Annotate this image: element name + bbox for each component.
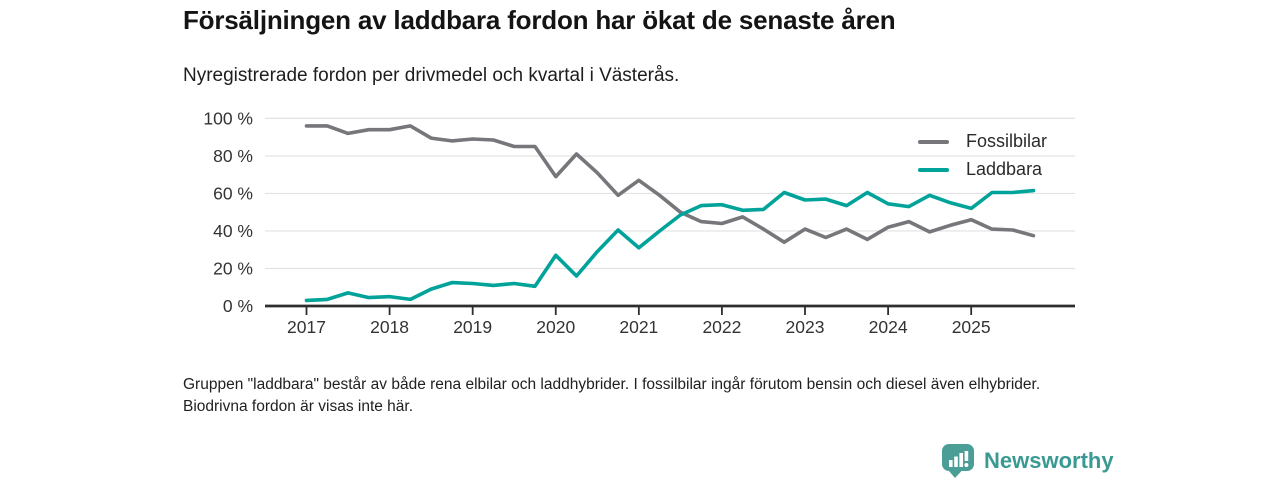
legend-label: Fossilbilar: [966, 131, 1048, 151]
newsworthy-chart-bubble-icon: [942, 444, 974, 478]
chart-legend: Fossilbilar Laddbara: [918, 131, 1048, 179]
legend-line-swatch-teal: [918, 167, 949, 172]
chart-subtitle: Nyregistrerade fordon per drivmedel och …: [183, 65, 680, 86]
y-tick-label: 100 %: [203, 108, 253, 128]
x-tick-label: 2025: [952, 317, 991, 337]
brand-logo: Newsworthy: [941, 443, 1114, 478]
x-tick-label: 2018: [370, 317, 409, 337]
y-tick-label: 60 %: [213, 183, 253, 203]
y-tick-label: 20 %: [213, 258, 253, 278]
legend-line-swatch-gray: [918, 139, 949, 144]
x-tick-label: 2023: [786, 317, 825, 337]
legend-item-fossilbilar: Fossilbilar: [918, 131, 1048, 151]
x-tick-label: 2019: [453, 317, 492, 337]
y-tick-label: 0 %: [223, 296, 253, 316]
footnote: Gruppen "laddbara" består av både rena e…: [183, 376, 1041, 415]
x-tick-label: 2021: [619, 317, 658, 337]
legend-label: Laddbara: [966, 159, 1043, 179]
legend-item-laddbara: Laddbara: [918, 159, 1047, 179]
x-tick-label: 2024: [869, 317, 908, 337]
series-line-laddbara: [304, 188, 1036, 303]
y-tick-label: 80 %: [213, 146, 253, 166]
x-tick-label: 2020: [536, 317, 575, 337]
x-tick-label: 2017: [287, 317, 326, 337]
y-tick-label: 40 %: [213, 221, 253, 241]
brand-name: Newsworthy: [984, 447, 1114, 473]
x-tick-label: 2022: [702, 317, 741, 337]
page-title: Försäljningen av laddbara fordon har öka…: [183, 5, 896, 35]
